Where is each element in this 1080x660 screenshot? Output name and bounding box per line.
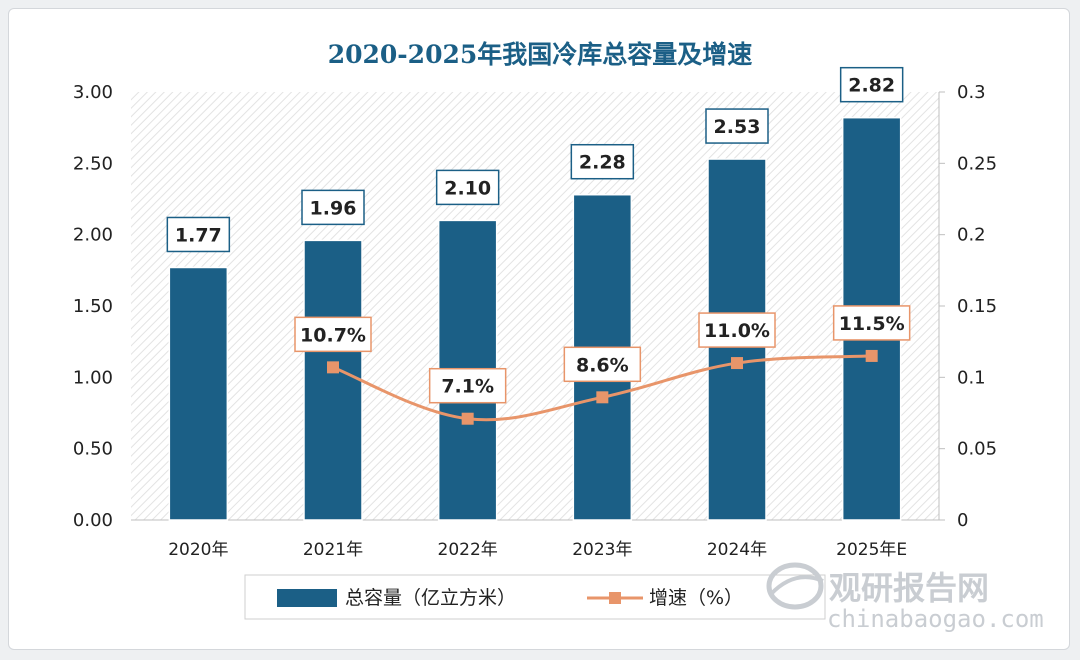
y-left-tick-label: 3.00	[73, 82, 113, 103]
bar-value-label: 2.82	[848, 75, 895, 97]
y-right-tick-label: 0.05	[957, 439, 997, 460]
x-tick-label: 2021年	[303, 540, 363, 560]
bar-value-label-box	[839, 66, 904, 103]
y-left-tick-label: 1.50	[73, 296, 113, 317]
y-left-tick-label: 2.50	[73, 153, 113, 174]
growth-value-label-box	[698, 312, 776, 348]
bar-value-label-box	[166, 216, 231, 253]
y-right-tick-label: 0.2	[957, 225, 986, 246]
growth-value-label-box	[563, 346, 642, 383]
y-right-tick-label: 0.3	[957, 82, 986, 103]
bar	[303, 239, 363, 521]
growth-marker	[327, 361, 339, 374]
growth-marker	[731, 357, 743, 370]
growth-marker	[865, 349, 878, 362]
bar-value-label-box	[435, 169, 500, 206]
growth-value-label: 11.5%	[839, 313, 905, 335]
y-left-tick-label: 0.00	[73, 510, 113, 531]
bar-value-label: 1.96	[310, 197, 357, 219]
x-tick-label: 2022年	[438, 540, 498, 560]
y-right-tick-label: 0.15	[957, 296, 997, 317]
growth-value-label-box	[294, 316, 372, 353]
bar-value-label: 2.53	[714, 116, 761, 138]
chart-svg: 2020-2025年我国冷库总容量及增速 0.00 0.50 1.00 1.50 2.0…	[73, 40, 1044, 633]
growth-marker	[461, 412, 474, 425]
legend-label-growth: 增速（%）	[649, 587, 743, 609]
bar	[168, 266, 229, 521]
axes: 0.00 0.50 1.00 1.50 2.00 2.50 3.00 0 0.05 0.1 0.15…	[73, 82, 997, 560]
growth-value-label: 7.1%	[441, 376, 494, 398]
growth-value-label: 11.0%	[704, 320, 770, 342]
bar-value-label: 2.28	[579, 152, 626, 174]
growth-marker	[596, 391, 609, 404]
bar-value-label: 2.10	[444, 177, 491, 199]
x-tick-label: 2024年	[707, 540, 767, 560]
watermark-logo-icon	[766, 562, 824, 610]
x-tick-label: 2020年	[168, 540, 228, 560]
y-right-tick-label: 0	[957, 510, 968, 531]
growth-value-label: 8.6%	[576, 354, 629, 376]
bar-value-label-box	[301, 189, 365, 226]
watermark-brand: 观研报告网	[829, 569, 989, 607]
x-tick-label: 2025年E	[836, 540, 907, 560]
bar-value-label: 1.77	[175, 224, 222, 246]
legend-label-capacity: 总容量（亿立方米）	[345, 587, 516, 609]
chart-card: 2020-2025年我国冷库总容量及增速 0.00 0.50 1.00 1.50 2.0…	[8, 8, 1070, 650]
data-labels: 1.77 1.96 2.10 2.28 2.53 2.82 10.7% 7.1% 8.6% 11.…	[166, 66, 911, 404]
legend-swatch-marker	[609, 592, 621, 604]
x-tick-label: 2023年	[572, 540, 632, 560]
growth-value-label-box	[428, 367, 507, 404]
growth-value-label-box	[832, 305, 911, 341]
watermark-site: chinabaogao.com	[827, 605, 1044, 633]
y-right-tick-label: 0.25	[957, 153, 997, 174]
chart-title: 2020-2025年我国冷库总容量及增速	[328, 40, 753, 69]
legend-box	[244, 574, 826, 620]
watermark: 观研报告网 chinabaogao.com	[766, 562, 1044, 633]
growth-value-label: 10.7%	[300, 324, 366, 346]
y-right-tick-label: 0.1	[957, 367, 986, 388]
y-left-tick-label: 0.50	[73, 439, 113, 460]
y-left-tick-label: 1.00	[73, 367, 113, 388]
growth-line	[327, 349, 878, 425]
bar-value-label-box	[570, 143, 635, 180]
y-left-tick-label: 2.00	[73, 225, 113, 246]
bar-value-label-box	[705, 108, 769, 144]
legend: 总容量（亿立方米） 增速（%）	[244, 574, 826, 620]
plot-area	[131, 92, 939, 520]
legend-swatch-bar	[277, 589, 337, 607]
